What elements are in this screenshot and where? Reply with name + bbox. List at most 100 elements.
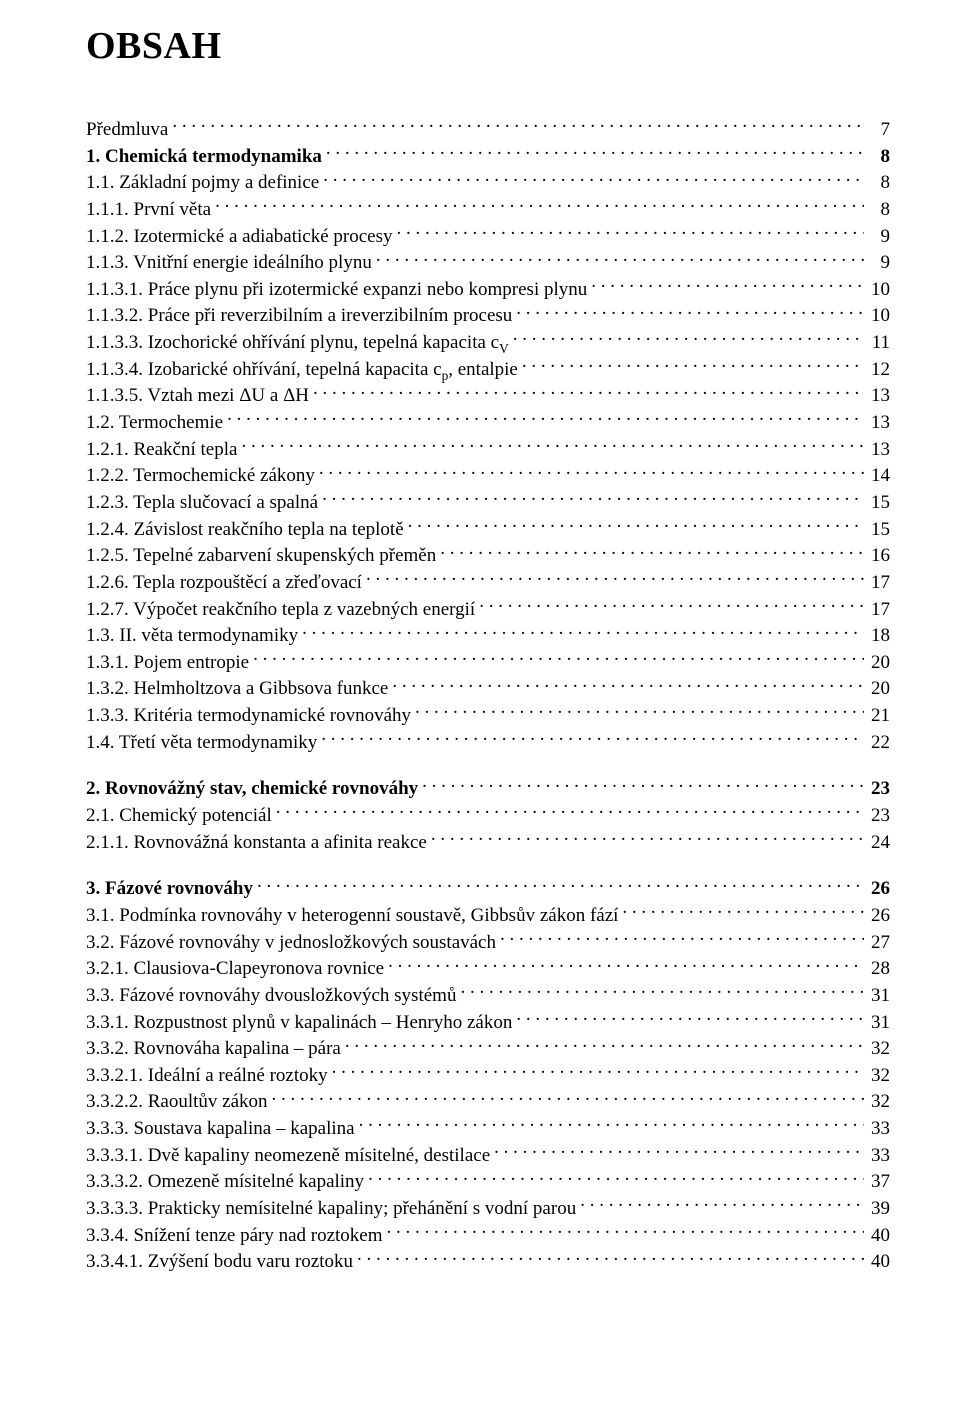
toc-row: 1.1.3.2. Práce při reverzibilním a ireve… — [86, 302, 890, 329]
toc-leader — [323, 169, 864, 188]
toc-leader — [591, 276, 864, 295]
toc-page: 9 — [868, 224, 890, 250]
toc-label: 1.2.2. Termochemické zákony — [86, 463, 315, 489]
toc-label: Předmluva — [86, 117, 168, 143]
toc-page: 31 — [868, 983, 890, 1009]
toc-label: 3.3.2.2. Raoultův zákon — [86, 1089, 268, 1115]
toc-label: 2.1. Chemický potenciál — [86, 803, 272, 829]
toc-leader — [479, 596, 864, 615]
toc-leader — [253, 649, 864, 668]
toc-row: 3.3.1. Rozpustnost plynů v kapalinách – … — [86, 1009, 890, 1036]
toc-page: 17 — [868, 570, 890, 596]
toc-row: 1.1.3.1. Práce plynu při izotermické exp… — [86, 276, 890, 303]
toc-leader — [516, 302, 864, 321]
toc-leader — [215, 196, 864, 215]
toc-page: 33 — [868, 1143, 890, 1169]
toc-page: 13 — [868, 410, 890, 436]
toc-page: 28 — [868, 956, 890, 982]
toc-leader — [388, 955, 864, 974]
toc-page: 23 — [868, 776, 890, 802]
toc-row: 3.3. Fázové rovnováhy dvousložkových sys… — [86, 982, 890, 1009]
toc-leader — [397, 223, 865, 242]
toc-label: 3.3.4.1. Zvýšení bodu varu roztoku — [86, 1249, 353, 1275]
toc-page: 15 — [868, 490, 890, 516]
toc-label: 1.1.2. Izotermické a adiabatické procesy — [86, 224, 393, 250]
toc-page: 10 — [868, 277, 890, 303]
toc-label: 3.3.2. Rovnováha kapalina – pára — [86, 1036, 341, 1062]
toc-leader — [516, 1009, 864, 1028]
toc-leader — [227, 409, 864, 428]
toc-row: 1.4. Třetí věta termodynamiky 22 — [86, 729, 890, 756]
toc-page: 32 — [868, 1089, 890, 1115]
toc-page: 33 — [868, 1116, 890, 1142]
toc-label: 3.3.3. Soustava kapalina – kapalina — [86, 1116, 355, 1142]
toc-row: 3.3.3.3. Prakticky nemísitelné kapaliny;… — [86, 1195, 890, 1222]
toc-leader — [326, 143, 864, 162]
toc-leader — [431, 829, 864, 848]
toc-label: 3. Fázové rovnováhy — [86, 876, 253, 902]
toc-page: 39 — [868, 1196, 890, 1222]
toc-leader — [272, 1088, 864, 1107]
toc-leader — [332, 1062, 864, 1081]
toc-page: 11 — [868, 330, 890, 356]
toc-row: 1.2.1. Reakční tepla 13 — [86, 436, 890, 463]
toc-leader — [415, 702, 864, 721]
toc-page: 22 — [868, 730, 890, 756]
toc-label: 1.1.3.2. Práce při reverzibilním a ireve… — [86, 303, 512, 329]
toc-page: 13 — [868, 437, 890, 463]
toc-page: 23 — [868, 803, 890, 829]
toc-page: 32 — [868, 1063, 890, 1089]
toc-page: 9 — [868, 250, 890, 276]
toc-row: 1.1.3.5. Vztah mezi ΔU a ΔH13 — [86, 382, 890, 409]
toc-page: 13 — [868, 383, 890, 409]
toc-leader — [313, 382, 864, 401]
toc-leader — [302, 622, 864, 641]
toc-label: 3.2. Fázové rovnováhy v jednosložkových … — [86, 930, 496, 956]
toc-page: 18 — [868, 623, 890, 649]
toc-leader — [359, 1115, 864, 1134]
toc-row: 1.2.3. Tepla slučovací a spalná15 — [86, 489, 890, 516]
toc-label: 1.1. Základní pojmy a definice — [86, 170, 319, 196]
toc-leader — [241, 436, 864, 455]
toc-row: 1.1.3. Vnitřní energie ideálního plynu9 — [86, 249, 890, 276]
toc-label: 1.2.1. Reakční tepla — [86, 437, 237, 463]
toc-entries: Předmluva71. Chemická termodynamika81.1.… — [86, 116, 890, 1275]
toc-leader — [366, 569, 864, 588]
toc-row: 1.1.3.4. Izobarické ohřívání, tepelná ka… — [86, 356, 890, 383]
toc-leader — [392, 675, 864, 694]
toc-page: 20 — [868, 650, 890, 676]
toc-label: 1.2.5. Tepelné zabarvení skupenských pře… — [86, 543, 436, 569]
toc-label: 3.2.1. Clausiova-Clapeyronova rovnice — [86, 956, 384, 982]
toc-label: 1.3. II. věta termodynamiky — [86, 623, 298, 649]
toc-label: 3.3.1. Rozpustnost plynů v kapalinách – … — [86, 1010, 512, 1036]
toc-row: 1. Chemická termodynamika8 — [86, 143, 890, 170]
toc-leader — [422, 775, 864, 794]
toc-page: 37 — [868, 1169, 890, 1195]
toc-label: 1.4. Třetí věta termodynamiky — [86, 730, 317, 756]
toc-label: 1.2.4. Závislost reakčního tepla na tepl… — [86, 517, 404, 543]
toc-row: 2. Rovnovážný stav, chemické rovnováhy 23 — [86, 775, 890, 802]
toc-row: 1.2.6. Tepla rozpouštěcí a zřeďovací17 — [86, 569, 890, 596]
toc-label: 2. Rovnovážný stav, chemické rovnováhy — [86, 776, 418, 802]
toc-leader — [440, 542, 864, 561]
toc-row: 3. Fázové rovnováhy26 — [86, 875, 890, 902]
toc-leader — [580, 1195, 864, 1214]
toc-page: 16 — [868, 543, 890, 569]
page-title: OBSAH — [86, 24, 890, 68]
toc-leader — [172, 116, 864, 135]
toc-row: 1.2.4. Závislost reakčního tepla na tepl… — [86, 516, 890, 543]
toc-label: 1.1.3.4. Izobarické ohřívání, tepelná ka… — [86, 357, 518, 383]
toc-row: 3.3.3.2. Omezeně mísitelné kapaliny37 — [86, 1168, 890, 1195]
toc-page: 27 — [868, 930, 890, 956]
toc-label: 1.3.3. Kritéria termodynamické rovnováhy — [86, 703, 411, 729]
toc-page: 40 — [868, 1249, 890, 1275]
toc-row: 3.2. Fázové rovnováhy v jednosložkových … — [86, 929, 890, 956]
toc-row: 1.2.2. Termochemické zákony14 — [86, 462, 890, 489]
toc-page: 20 — [868, 676, 890, 702]
toc-leader — [460, 982, 864, 1001]
toc-row: 1.2.5. Tepelné zabarvení skupenských pře… — [86, 542, 890, 569]
toc-leader — [276, 802, 864, 821]
toc-row: 1.2.7. Výpočet reakčního tepla z vazebný… — [86, 596, 890, 623]
toc-label: 3.1. Podmínka rovnováhy v heterogenní so… — [86, 903, 618, 929]
toc-page: 8 — [868, 144, 890, 170]
